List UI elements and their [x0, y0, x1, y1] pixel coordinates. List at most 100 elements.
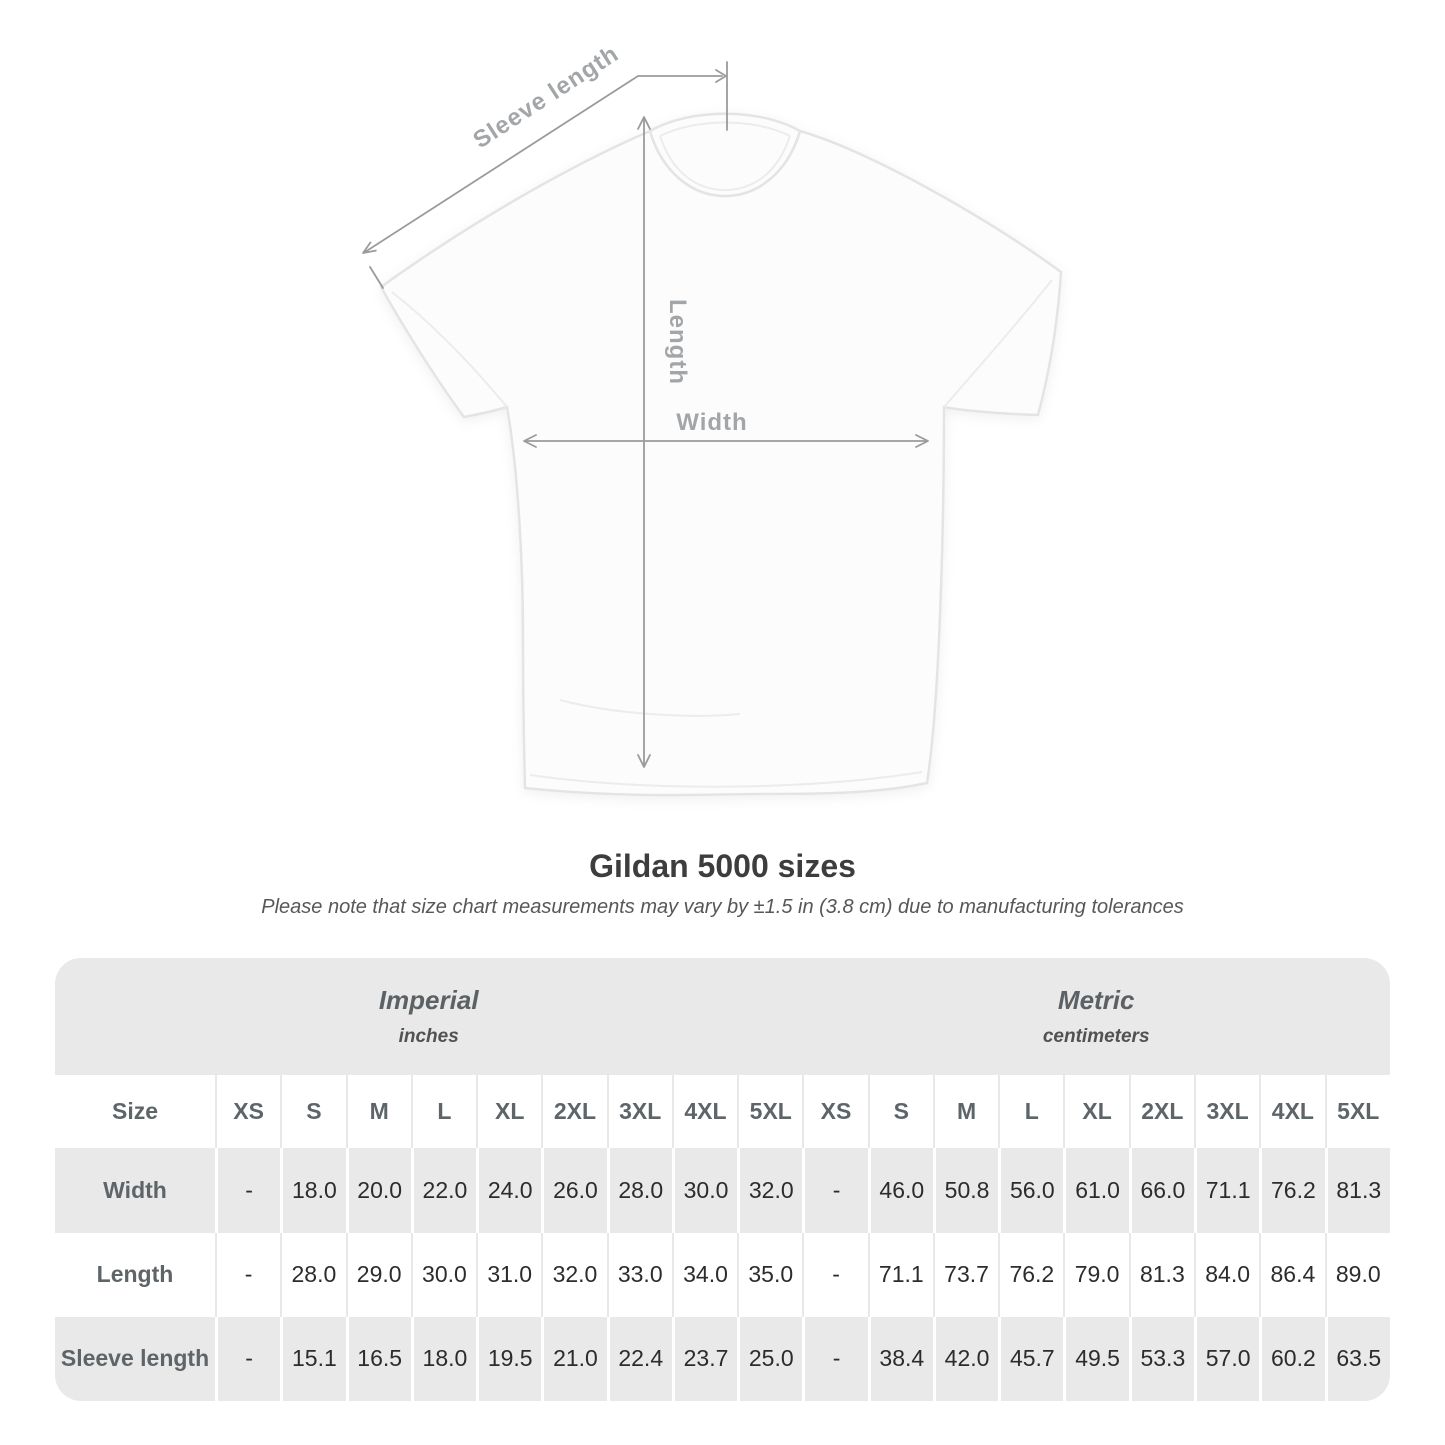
size-col-imperial-2xl: 2XL — [541, 1075, 607, 1149]
size-col-metric-xs: XS — [802, 1075, 868, 1149]
value-length-metric-xs: - — [802, 1232, 868, 1317]
collar-inner-seam — [659, 121, 791, 192]
size-col-imperial-5xl: 5XL — [737, 1075, 803, 1149]
value-sleeve-length-imperial-3xl: 22.4 — [606, 1316, 672, 1401]
value-length-metric-4xl: 86.4 — [1259, 1232, 1325, 1317]
value-sleeve-length-metric-xl: 49.5 — [1063, 1316, 1129, 1401]
size-col-imperial-xl: XL — [476, 1075, 542, 1149]
size-col-metric-s: S — [867, 1075, 933, 1149]
value-length-metric-l: 76.2 — [998, 1232, 1064, 1317]
row-label-sleeve-length: Sleeve length — [55, 1316, 215, 1401]
value-length-metric-xl: 79.0 — [1063, 1232, 1129, 1317]
value-width-imperial-l: 22.0 — [410, 1148, 477, 1233]
value-length-imperial-4xl: 34.0 — [671, 1232, 738, 1317]
value-width-imperial-3xl: 28.0 — [606, 1148, 672, 1233]
value-sleeve-length-imperial-m: 16.5 — [345, 1316, 411, 1401]
left-sleeve-seam — [391, 291, 508, 408]
value-sleeve-length-metric-m: 42.0 — [932, 1316, 999, 1401]
value-length-metric-2xl: 81.3 — [1128, 1232, 1194, 1317]
value-sleeve-length-imperial-l: 18.0 — [410, 1316, 477, 1401]
unit-band-row: Imperial inches Metric centimeters — [55, 958, 1390, 1076]
value-sleeve-length-metric-s: 38.4 — [867, 1316, 933, 1401]
value-width-imperial-4xl: 30.0 — [671, 1148, 738, 1233]
imperial-unit-header: Imperial inches — [55, 958, 803, 1076]
row-label-width: Width — [55, 1148, 215, 1233]
value-length-metric-m: 73.7 — [932, 1232, 999, 1317]
value-length-imperial-xl: 31.0 — [476, 1232, 542, 1317]
table-row-width: Width -18.0 20.0 22.0 24.0 26.0 28.0 30.0 32.0-… — [55, 1148, 1390, 1233]
right-sleeve-seam — [943, 279, 1053, 408]
size-col-imperial-3xl: 3XL — [606, 1075, 672, 1149]
width-dimension — [523, 434, 929, 448]
value-length-metric-s: 71.1 — [867, 1232, 933, 1317]
value-width-imperial-s: 18.0 — [280, 1148, 346, 1233]
size-col-metric-2xl: 2XL — [1128, 1075, 1194, 1149]
page-subtitle: Please note that size chart measurements… — [261, 896, 1184, 918]
value-sleeve-length-metric-4xl: 60.2 — [1259, 1316, 1325, 1401]
value-sleeve-length-imperial-5xl: 25.0 — [737, 1316, 803, 1401]
length-arrowheads — [637, 116, 651, 768]
imperial-unit: inches — [398, 1026, 459, 1048]
table-row-length: Length -28.0 29.0 30.0 31.0 32.0 33.0 34.0 35.0… — [55, 1232, 1390, 1317]
length-dimension — [637, 116, 651, 768]
value-sleeve-length-imperial-s: 15.1 — [280, 1316, 346, 1401]
body-wrinkle — [559, 699, 741, 717]
metric-unit-header: Metric centimeters — [802, 958, 1390, 1076]
value-width-metric-2xl: 66.0 — [1128, 1148, 1194, 1233]
value-sleeve-length-metric-5xl: 63.5 — [1324, 1316, 1390, 1401]
size-col-metric-m: M — [932, 1075, 999, 1149]
value-length-imperial-2xl: 32.0 — [541, 1232, 607, 1317]
value-sleeve-length-imperial-xl: 19.5 — [476, 1316, 542, 1401]
value-width-metric-3xl: 71.1 — [1193, 1148, 1260, 1233]
value-length-imperial-s: 28.0 — [280, 1232, 346, 1317]
value-sleeve-length-imperial-4xl: 23.7 — [671, 1316, 738, 1401]
tshirt-collar — [648, 112, 802, 198]
page-title: Gildan 5000 sizes — [589, 848, 856, 884]
value-width-metric-l: 56.0 — [998, 1148, 1064, 1233]
value-width-metric-5xl: 81.3 — [1324, 1148, 1390, 1233]
imperial-label: Imperial — [378, 985, 479, 1016]
value-width-metric-s: 46.0 — [867, 1148, 933, 1233]
value-length-metric-3xl: 84.0 — [1193, 1232, 1260, 1317]
value-width-metric-xs: - — [802, 1148, 868, 1233]
tshirt-body — [379, 129, 1063, 797]
width-arrowheads — [523, 434, 929, 448]
value-width-metric-4xl: 76.2 — [1259, 1148, 1325, 1233]
size-col-metric-l: L — [998, 1075, 1064, 1149]
size-table-container: Imperial inches Metric centimeters Size … — [55, 958, 1390, 1401]
value-width-imperial-xs: - — [215, 1148, 281, 1233]
value-width-metric-m: 50.8 — [932, 1148, 999, 1233]
size-col-metric-xl: XL — [1063, 1075, 1129, 1149]
hem-stitch — [529, 771, 923, 788]
size-col-imperial-xs: XS — [215, 1075, 281, 1149]
size-column-header: Size — [55, 1075, 215, 1149]
size-col-metric-4xl: 4XL — [1259, 1075, 1325, 1149]
table-row-sleeve-length: Sleeve length -15.1 16.5 18.0 19.5 21.0 22.4 2… — [55, 1316, 1390, 1401]
value-sleeve-length-imperial-2xl: 21.0 — [541, 1316, 607, 1401]
value-sleeve-length-metric-l: 45.7 — [998, 1316, 1064, 1401]
value-width-imperial-2xl: 26.0 — [541, 1148, 607, 1233]
size-col-imperial-l: L — [410, 1075, 477, 1149]
value-width-metric-xl: 61.0 — [1063, 1148, 1129, 1233]
size-col-metric-5xl: 5XL — [1324, 1075, 1390, 1149]
metric-label: Metric — [1057, 985, 1135, 1016]
value-length-imperial-5xl: 35.0 — [737, 1232, 803, 1317]
tshirt-size-diagram: Sleeve length Length Width — [362, 40, 1063, 797]
value-width-imperial-xl: 24.0 — [476, 1148, 542, 1233]
value-length-metric-5xl: 89.0 — [1324, 1232, 1390, 1317]
length-label: Length — [664, 299, 691, 385]
value-length-imperial-3xl: 33.0 — [606, 1232, 672, 1317]
sleeve-length-line — [364, 61, 728, 289]
row-label-length: Length — [55, 1232, 215, 1317]
value-sleeve-length-metric-2xl: 53.3 — [1128, 1316, 1194, 1401]
value-length-imperial-m: 29.0 — [345, 1232, 411, 1317]
sleeve-length-arrowheads — [362, 69, 727, 254]
size-col-imperial-s: S — [280, 1075, 346, 1149]
value-width-imperial-m: 20.0 — [345, 1148, 411, 1233]
value-width-imperial-5xl: 32.0 — [737, 1148, 803, 1233]
size-col-imperial-4xl: 4XL — [671, 1075, 738, 1149]
size-col-metric-3xl: 3XL — [1193, 1075, 1260, 1149]
sleeve-length-label: Sleeve length — [468, 40, 623, 154]
size-col-imperial-m: M — [345, 1075, 411, 1149]
